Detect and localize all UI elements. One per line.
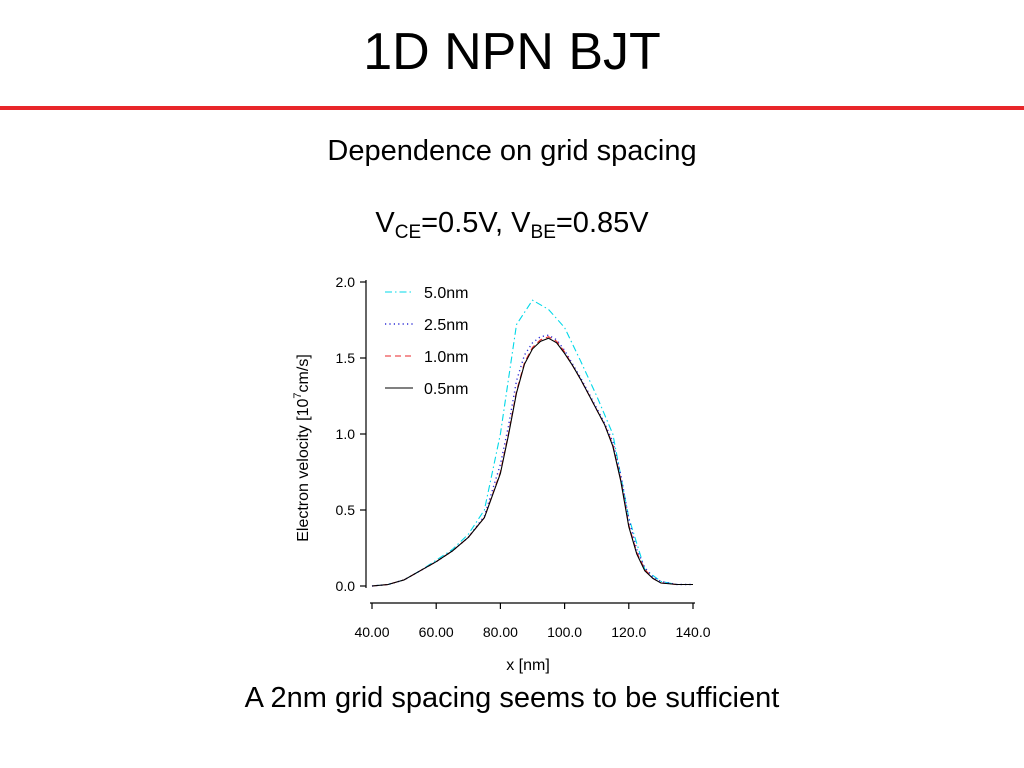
slide-subtitle: Dependence on grid spacing xyxy=(327,135,697,167)
legend-label: 0.5nm xyxy=(424,381,468,398)
chart-series xyxy=(371,299,693,587)
vce-value: =0.5V, xyxy=(421,207,512,239)
vce-symbol: V xyxy=(375,207,395,239)
vbe-symbol: V xyxy=(511,207,531,239)
y-axis-label-text: Electron velocity [10 xyxy=(295,398,312,541)
x-tick-label: 120.0 xyxy=(611,624,646,640)
y-tick-label: 0.0 xyxy=(336,578,356,594)
series-line-0-5nm xyxy=(371,337,693,587)
y-tick-label: 1.5 xyxy=(336,350,356,366)
vbe-subscript: BE xyxy=(530,222,556,243)
conclusion-text: A 2nm grid spacing seems to be sufficien… xyxy=(244,682,780,714)
x-tick-label: 140.0 xyxy=(675,624,710,640)
y-axis-label: Electron velocity [107cm/s] xyxy=(292,354,312,542)
x-tick-label: 100.0 xyxy=(547,624,582,640)
title-divider xyxy=(0,106,1024,110)
y-tick-label: 0.5 xyxy=(336,502,356,518)
y-tick-label: 1.0 xyxy=(336,426,356,442)
x-tick-label: 40.00 xyxy=(354,624,389,640)
series-line-2-5nm xyxy=(371,334,693,587)
series-line-1-0nm xyxy=(371,336,693,587)
series-line-5-0nm xyxy=(371,299,693,587)
y-tick-label: 2.0 xyxy=(336,274,356,290)
chart-legend: 5.0nm 2.5nm 1.0nm 0.5nm xyxy=(385,285,468,398)
legend-label: 5.0nm xyxy=(424,285,468,302)
chart-axes: 0.0 0.5 1.0 1.5 2.0 40.00 60.00 80.00 100.0 120.0… xyxy=(336,274,711,640)
legend-label: 1.0nm xyxy=(424,349,468,366)
y-axis-label-unit: cm/s] xyxy=(295,354,312,392)
legend-label: 2.5nm xyxy=(424,317,468,334)
vce-subscript: CE xyxy=(394,222,422,243)
x-tick-label: 80.00 xyxy=(483,624,518,640)
bias-conditions: VCE=0.5V, VBE=0.85V xyxy=(0,204,1024,252)
x-tick-label: 60.00 xyxy=(419,624,454,640)
y-axis-label-exponent: 7 xyxy=(292,392,304,398)
x-axis-label: x [nm] xyxy=(506,657,550,674)
slide-title: 1D NPN BJT xyxy=(363,23,661,81)
vbe-value: =0.85V xyxy=(555,207,649,239)
